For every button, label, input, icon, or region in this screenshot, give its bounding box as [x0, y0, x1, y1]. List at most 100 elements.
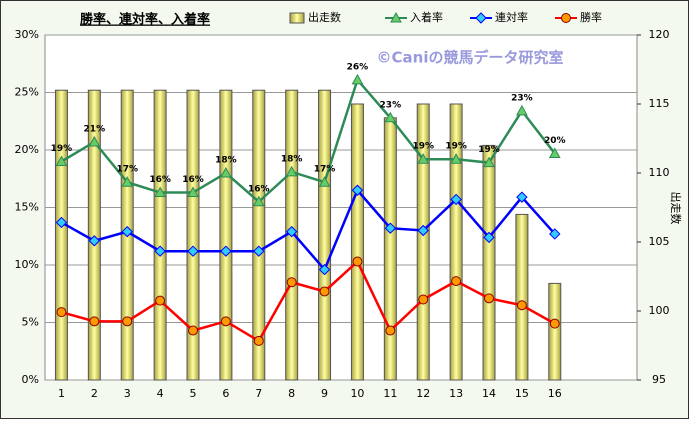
x-tick-label: 7 — [255, 387, 262, 400]
point — [285, 225, 298, 238]
bar — [87, 89, 101, 381]
bar — [482, 144, 496, 381]
bar — [383, 117, 397, 381]
point — [187, 245, 199, 257]
legend-swatch — [289, 12, 305, 24]
point — [516, 191, 528, 203]
point — [516, 300, 527, 311]
data-label: 26% — [347, 62, 369, 72]
point — [450, 153, 462, 164]
data-label: 18% — [281, 154, 303, 164]
point — [285, 165, 298, 177]
point — [56, 307, 67, 318]
point — [385, 325, 396, 336]
bar — [153, 89, 167, 381]
bar — [515, 213, 529, 381]
y2-tick-label: 120 — [649, 28, 670, 41]
bar — [318, 89, 332, 381]
data-label: 16% — [182, 175, 204, 185]
x-tick-label: 16 — [548, 387, 562, 400]
y2-tick-label: 95 — [652, 373, 666, 386]
y-tick-label: 25% — [15, 86, 39, 99]
line — [60, 187, 556, 272]
data-label: 19% — [412, 142, 434, 152]
x-tick-label: 6 — [222, 387, 229, 400]
x-tick-label: 14 — [482, 387, 496, 400]
point — [516, 104, 528, 116]
legend-label: 出走数 — [308, 10, 341, 24]
line — [61, 259, 556, 343]
bar — [54, 89, 68, 381]
legend-label: 連対率 — [495, 10, 528, 24]
point — [55, 155, 68, 166]
point — [55, 216, 68, 229]
point — [286, 277, 297, 288]
point — [318, 176, 331, 187]
data-label: 20% — [544, 136, 566, 146]
point — [121, 225, 133, 238]
point — [418, 294, 429, 305]
legend-marker — [390, 11, 402, 23]
point — [154, 186, 166, 198]
data-label: 16% — [149, 175, 171, 185]
point — [188, 325, 198, 336]
bar — [449, 103, 463, 381]
bar — [548, 282, 562, 381]
data-label: 16% — [248, 184, 270, 194]
data-label: 23% — [380, 100, 402, 110]
point — [154, 245, 166, 257]
y2-tick-label: 105 — [649, 235, 670, 248]
x-tick-label: 1 — [58, 387, 65, 400]
point — [220, 316, 231, 327]
point — [220, 245, 232, 257]
point — [121, 176, 134, 187]
bar — [416, 103, 430, 381]
point — [451, 276, 462, 287]
point — [484, 293, 494, 304]
y-tick-label: 5% — [22, 316, 39, 329]
y-tick-label: 20% — [15, 143, 39, 156]
point — [417, 224, 429, 237]
point — [548, 147, 561, 158]
line — [60, 77, 556, 204]
x-tick-label: 5 — [190, 387, 197, 400]
legend-label: 入着率 — [410, 10, 443, 24]
point — [384, 111, 397, 123]
y2-axis-label: 出走数 — [669, 192, 683, 225]
data-label: 18% — [215, 156, 237, 166]
point — [89, 316, 100, 327]
point — [318, 263, 331, 276]
legend-label: 勝率 — [580, 10, 602, 24]
data-label: 17% — [116, 165, 138, 175]
bar — [186, 89, 200, 381]
point — [187, 186, 199, 198]
chart-title: 勝率、連対率、入着率 — [80, 12, 210, 28]
data-label: 19% — [478, 145, 500, 155]
bar — [350, 103, 364, 381]
point — [352, 256, 363, 267]
y-tick-label: 10% — [15, 258, 39, 271]
y2-tick-label: 115 — [649, 97, 670, 110]
point — [351, 184, 364, 196]
x-tick-label: 8 — [288, 387, 295, 400]
point — [252, 195, 265, 207]
point — [549, 318, 560, 329]
point — [384, 222, 397, 234]
data-label: 21% — [84, 124, 106, 134]
point — [483, 156, 495, 168]
legend-marker — [475, 12, 487, 24]
point — [88, 135, 101, 147]
point — [122, 316, 133, 327]
x-tick-label: 12 — [416, 387, 430, 400]
x-tick-label: 2 — [91, 387, 98, 400]
data-label: 19% — [51, 144, 73, 154]
point — [155, 295, 166, 306]
x-tick-label: 9 — [321, 387, 328, 400]
point — [319, 286, 330, 297]
data-label: 17% — [314, 165, 336, 175]
y-tick-label: 30% — [15, 28, 39, 41]
point — [483, 231, 495, 244]
x-tick-label: 4 — [157, 387, 164, 400]
point — [88, 235, 101, 247]
x-tick-label: 11 — [383, 387, 397, 400]
